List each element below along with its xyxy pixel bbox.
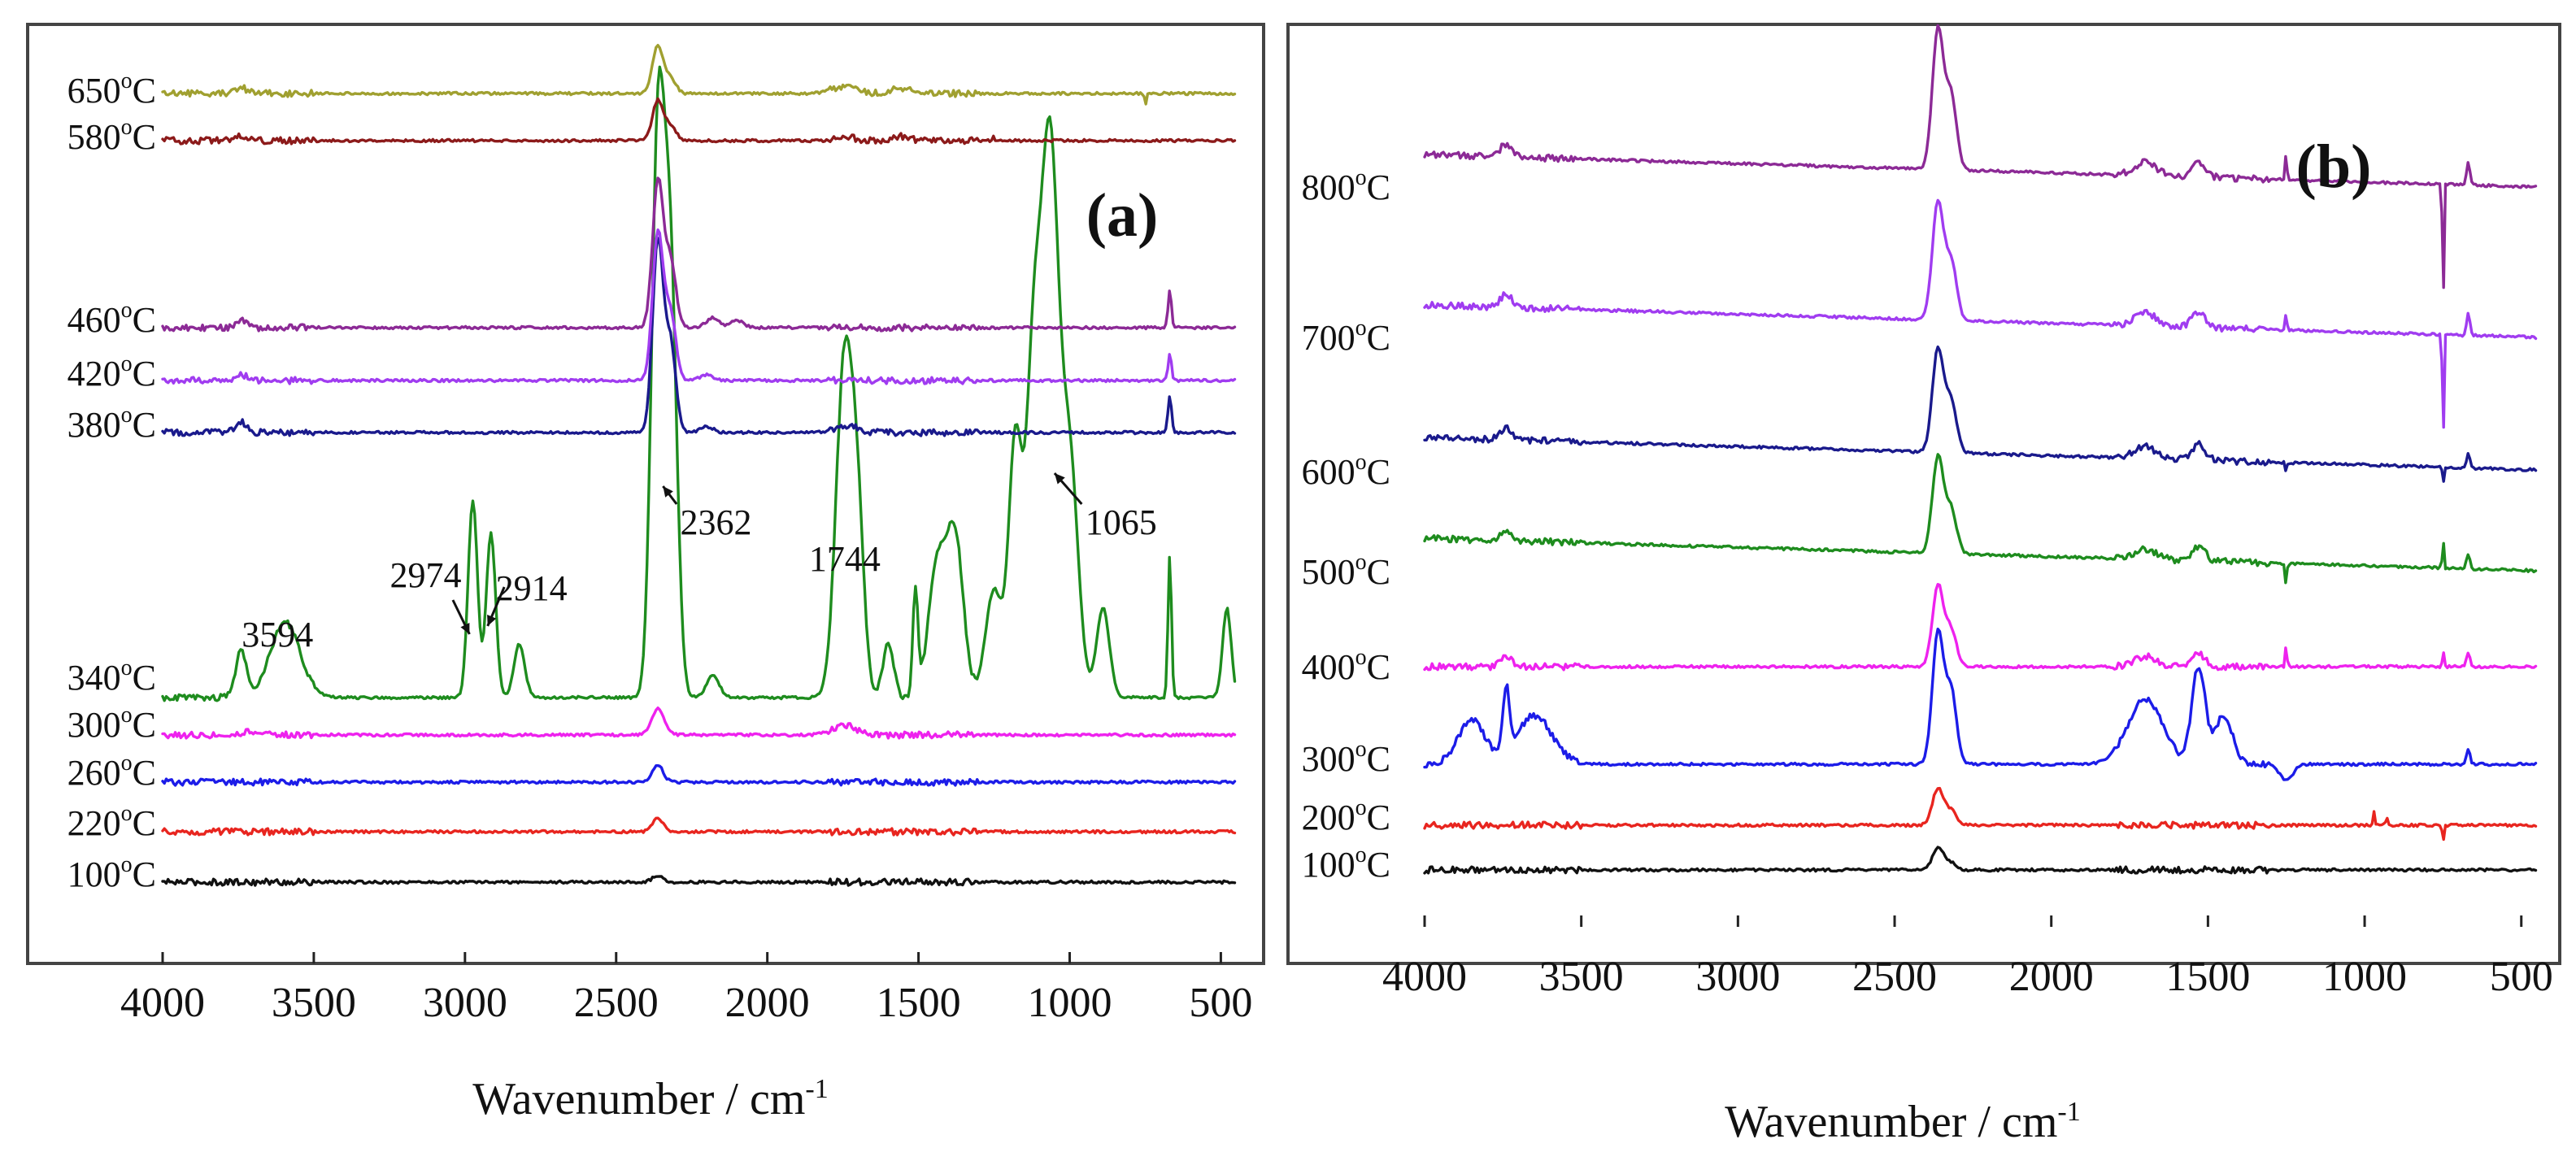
panel-a-trace-580c [161,97,1237,146]
panel-b-x-tick-label-500: 500 [2490,954,2553,1000]
panel-b-trace-300c [1423,628,2538,781]
peak-arrowhead-2974 [460,623,470,634]
panel-b-frame [1286,23,2561,965]
panel-b-series-label-200c: 200oC [1302,795,1390,837]
panel-a-trace-460c [161,176,1237,333]
panel-b-x-tick-label-2000: 2000 [2009,954,2094,1000]
panel-a-trace-300c [161,707,1237,740]
panel-a-peak-annotations: 3594 2974 2914 2362 1744 1065 [242,472,1157,654]
panel-a-series-label-260c: 260oC [67,750,156,793]
panel-a-x-axis-label-text: Wavenumber / cm [472,1074,805,1124]
panel-a-trace-260c [161,764,1237,787]
panel-a-series-label-340c: 340oC [67,655,156,698]
panel-a-x-tick-label-1500: 1500 [877,980,961,1026]
panel-a-x-axis-ticks: 4000 3500 3000 2500 2000 1500 1000 500 [120,952,1252,1026]
peak-arrowhead-1065 [1054,473,1065,485]
panel-a-x-tick-label-3000: 3000 [423,980,507,1026]
panel-b-x-axis-label-exponent: -1 [2057,1097,2080,1127]
panel-b-x-axis-label: Wavenumber / cm-1 [1725,1097,2080,1147]
panel-a-trace-420c [161,228,1237,385]
panel-a-series-label-650c: 650oC [67,68,156,111]
peak-arrowhead-2362 [663,486,673,498]
panel-a-trace-100c [161,875,1237,887]
panel-b-trace-100c [1423,846,2538,875]
panel-a-title: (a) [1086,181,1159,250]
panel-a-x-tick-label-2000: 2000 [725,980,810,1026]
peak-label-1065: 1065 [1086,502,1157,542]
panel-b-trace-800c [1423,24,2538,289]
panel-a-trace-380c [161,237,1237,437]
panel-a-x-tick-label-4000: 4000 [120,980,205,1026]
panel-b-series-label-100c: 100oC [1302,842,1390,885]
panel-b-trace-400c [1423,583,2538,672]
panel-b-x-axis-label-text: Wavenumber / cm [1725,1097,2057,1147]
panel-b: 100oC 200oC 300oC 400oC 500oC 600oC 700oC 800oC… [1286,23,2561,1147]
panel-b-series-label-500c: 500oC [1302,550,1390,592]
panel-b-trace-700c [1423,198,2538,429]
peak-arrowhead-2914 [487,615,497,626]
panel-a-trace-340c [161,65,1237,702]
panel-b-series-label-300c: 300oC [1302,737,1390,779]
peak-label-3594: 3594 [242,615,313,654]
panel-b-series-labels: 100oC 200oC 300oC 400oC 500oC 600oC 700oC 800oC [1302,165,1390,885]
panel-b-trace-600c [1423,345,2538,483]
panel-a-x-tick-label-500: 500 [1189,980,1252,1026]
panel-b-x-tick-label-3500: 3500 [1539,954,1624,1000]
panel-a-series-label-380c: 380oC [67,402,156,445]
panel-a-x-axis-label: Wavenumber / cm-1 [472,1074,828,1124]
panel-b-x-tick-label-2500: 2500 [1852,954,1937,1000]
panel-b-x-tick-label-3000: 3000 [1695,954,1780,1000]
peak-label-2362: 2362 [680,502,751,542]
panel-b-trace-500c [1423,453,2538,585]
panel-a-x-tick-label-2500: 2500 [574,980,659,1026]
panel-a-trace-220c [161,816,1237,837]
peak-label-1744: 1744 [809,539,881,579]
panel-a-series-label-580c: 580oC [67,115,156,157]
panel-b-series-label-700c: 700oC [1302,315,1390,358]
panel-a-trace-650c [161,44,1237,106]
panel-a-series-label-220c: 220oC [67,801,156,843]
panel-b-x-tick-label-4000: 4000 [1382,954,1467,1000]
panel-a-series-label-420c: 420oC [67,351,156,394]
panel-b-traces [1423,24,2538,875]
panel-b-x-tick-label-1000: 1000 [2322,954,2407,1000]
panel-b-x-tick-label-1500: 1500 [2165,954,2250,1000]
peak-label-2974: 2974 [389,555,461,595]
panel-a-series-label-460c: 460oC [67,298,156,340]
panel-b-title: (b) [2296,133,2372,201]
panel-b-series-label-600c: 600oC [1302,450,1390,492]
panel-b-series-label-400c: 400oC [1302,645,1390,687]
panel-b-trace-200c [1423,786,2538,841]
panel-a-x-tick-label-1000: 1000 [1027,980,1112,1026]
panel-a-traces [161,44,1237,887]
peak-label-2914: 2914 [496,568,568,608]
panel-a-x-axis-label-exponent: -1 [805,1074,828,1104]
panel-b-x-axis-ticks: 4000 3500 3000 2500 2000 1500 1000 500 [1382,915,2553,1000]
panel-a-series-label-300c: 300oC [67,702,156,745]
panel-b-series-label-800c: 800oC [1302,165,1390,207]
panel-a-x-tick-label-3500: 3500 [272,980,356,1026]
panel-a-series-label-100c: 100oC [67,852,156,894]
panel-a-frame [26,23,1265,965]
